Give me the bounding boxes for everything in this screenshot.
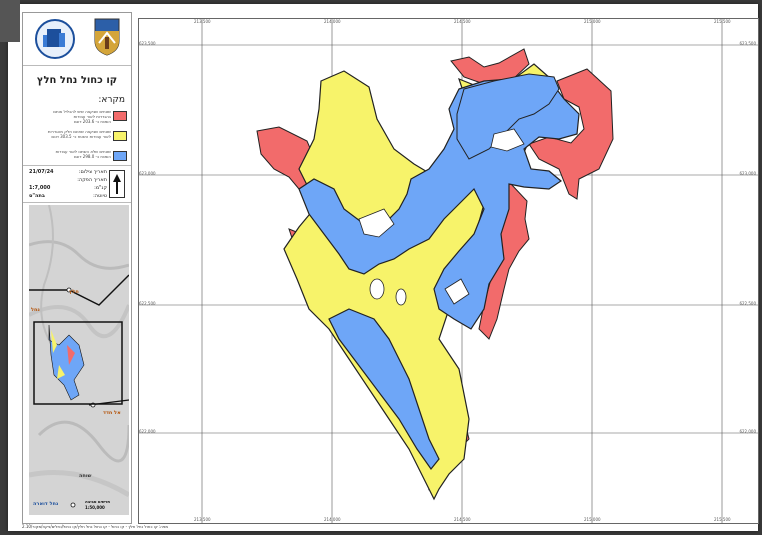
coord-label-bottom: 213,500 — [194, 517, 211, 522]
inset-scale-value: 1:50,000 — [85, 505, 105, 510]
main-map: 213,500 214,000 214,500 215,000 215,500 … — [138, 18, 759, 524]
inset-place-label: נחל דוארה — [33, 501, 59, 507]
update-label: תאריך הפקה: — [77, 177, 107, 183]
north-arrow-icon — [109, 170, 125, 198]
inset-extent-frame — [33, 321, 123, 405]
inset-place-label: חלץ — [69, 289, 79, 295]
coord-label-bottom: 214,000 — [324, 517, 341, 522]
legend-swatch-blue — [113, 151, 127, 161]
location-inset-map: חלץ נחל אל חדד שוחה נחל דוארה תרשים סביב… — [29, 205, 129, 515]
inset-place-label: שוחה — [79, 473, 92, 479]
legend-swatch-red — [113, 111, 127, 121]
coord-label-top: 215,000 — [584, 19, 601, 24]
legend-text: שטחים שבקצה שיש להכליל אותם בהגדרות לאור … — [53, 109, 111, 124]
map-sidebar: קו כחול נחל חלץ מקרא: שטחים שבקצה שיש לה… — [22, 12, 132, 524]
scale-value: 1:7,000 — [29, 185, 51, 191]
coord-label-bottom: 215,000 — [584, 517, 601, 522]
drainage-authority-logo — [35, 19, 75, 59]
red-area-east — [528, 68, 614, 200]
coord-label-top: 214,000 — [324, 19, 341, 24]
map-sheet: קו כחול נחל חלץ מקרא: שטחים שבקצה שיש לה… — [8, 4, 759, 531]
coord-label-bottom: 214,500 — [454, 517, 471, 522]
coord-label-left: 622,000 — [139, 429, 156, 434]
legend-text: שטחים שלא השתנו לאור עבודות השטח כ- 298.0… — [55, 149, 111, 159]
map-title: קו כחול נחל חלץ — [36, 75, 118, 86]
legend-item-blue: שטחים שלא השתנו לאור עבודות השטח כ- 298.0… — [27, 149, 127, 169]
date-label: תאריך צילום: — [78, 169, 107, 175]
inset-scale-label: תרשים סביבה — [85, 499, 111, 504]
coord-label-right: 622,000 — [739, 429, 756, 434]
white-hole — [358, 208, 395, 238]
emblem-logo — [94, 18, 120, 56]
legend-item-red: שטחים שבקצה שיש להכליל אותם בהגדרות לאור … — [27, 109, 127, 129]
inset-terrain — [29, 205, 129, 515]
inset-place-label: נחל — [31, 307, 40, 313]
window-corner — [0, 0, 20, 42]
draft-label: טיוטה: — [93, 193, 107, 199]
logos-area — [23, 13, 131, 66]
white-hole — [444, 278, 470, 305]
inset-place-label: אל חדד — [103, 410, 121, 416]
coord-label-top: 215,500 — [714, 19, 731, 24]
map-canvas — [139, 19, 758, 523]
coord-label-right: 622,500 — [739, 301, 756, 306]
coord-label-bottom: 215,500 — [714, 517, 731, 522]
white-hole — [369, 278, 385, 300]
scale-label: קנ"מ: — [94, 185, 107, 191]
legend-item-yellow: שטחים שבקצה שאינם חלק מהגדרות לאור עבודות… — [27, 129, 127, 149]
red-area-north — [450, 48, 530, 85]
white-hole — [395, 288, 407, 306]
legend-text: שטחים שבקצה שאינם חלק מהגדרות לאור עבודות… — [47, 129, 111, 139]
legend-swatch-yellow — [113, 131, 127, 141]
coord-label-left: 622,500 — [139, 301, 156, 306]
coord-label-left: 623,000 — [139, 171, 156, 176]
white-hole — [490, 128, 525, 152]
coord-label-top: 214,500 — [454, 19, 471, 24]
date-value: 21/07/24 — [29, 169, 54, 175]
blue-area-upper — [456, 73, 560, 160]
coord-label-left: 623,500 — [139, 41, 156, 46]
coord-label-right: 623,000 — [739, 171, 756, 176]
coord-label-top: 213,500 — [194, 19, 211, 24]
coord-label-right: 623,500 — [739, 41, 756, 46]
map-info: תאריך צילום: 21/07/24 תאריך הפקה: קנ"מ: … — [23, 165, 131, 203]
footer-path: מפה: קו כחול נחל חלץ - קו כחול - קו כחול… — [22, 524, 169, 529]
draft-value: בתה"ס — [29, 193, 45, 199]
legend-heading: מקרא: — [98, 95, 125, 105]
